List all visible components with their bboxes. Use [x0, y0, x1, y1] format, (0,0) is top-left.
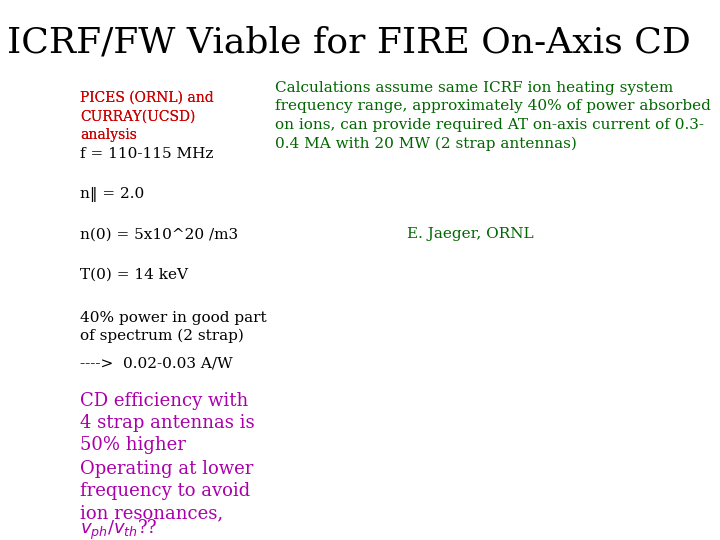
Text: PICES (ORNL) and
CURRAY(UCSD)
analysis: PICES (ORNL) and CURRAY(UCSD) analysis: [80, 91, 214, 142]
Text: n‖ = 2.0: n‖ = 2.0: [80, 187, 145, 202]
Text: CD efficiency with
4 strap antennas is
50% higher: CD efficiency with 4 strap antennas is 5…: [80, 392, 255, 454]
Text: T(0) = 14 keV: T(0) = 14 keV: [80, 268, 188, 282]
Text: 40% power in good part
of spectrum (2 strap): 40% power in good part of spectrum (2 st…: [80, 311, 266, 343]
Text: Operating at lower
frequency to avoid
ion resonances,: Operating at lower frequency to avoid io…: [80, 460, 253, 522]
Text: $v_{ph}/v_{th}$??: $v_{ph}/v_{th}$??: [80, 518, 158, 540]
Text: ICRF/FW Viable for FIRE On-Axis CD: ICRF/FW Viable for FIRE On-Axis CD: [7, 25, 691, 59]
Text: Calculations assume same ICRF ion heating system
frequency range, approximately : Calculations assume same ICRF ion heatin…: [275, 81, 711, 151]
Text: f = 110-115 MHz: f = 110-115 MHz: [80, 146, 214, 160]
Text: n(0) = 5x10^20 /m3: n(0) = 5x10^20 /m3: [80, 227, 238, 241]
Text: E. Jaeger, ORNL: E. Jaeger, ORNL: [407, 227, 534, 241]
Text: PICES (ORNL) and
CURRAY(UCSD)
analysis: PICES (ORNL) and CURRAY(UCSD) analysis: [80, 91, 214, 142]
Text: ---->  0.02-0.03 A/W: ----> 0.02-0.03 A/W: [80, 356, 233, 370]
